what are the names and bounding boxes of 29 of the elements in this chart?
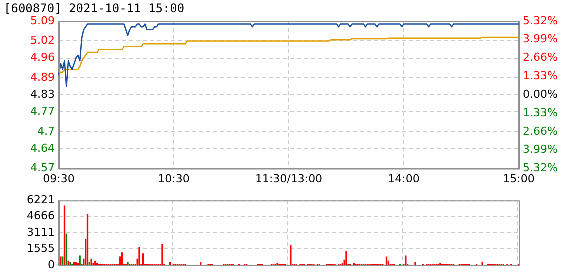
y-tick-label: 4.83 [30,88,55,101]
y-tick-label: 4.64 [30,142,55,155]
y2-tick-label: 0.00% [523,88,558,101]
y-tick-label: 4.89 [30,70,55,84]
y-tick-label: 4.57 [30,162,55,175]
y-tick-label: 4.7 [38,124,55,138]
y-tick-label: 0 [48,258,55,272]
chart-title: [600870] 2021-10-11 15:00 [4,1,185,16]
y2-tick-label: 3.99% [523,32,558,46]
y-tick-label: 5.02 [30,34,55,48]
y-tick-label: 6221 [27,193,55,206]
x-tick-label: 15:00 [503,172,535,186]
y-tick-label: 1555 [27,242,55,256]
y-tick-label: 5.09 [30,14,55,28]
y2-tick-label: 5.32% [523,162,558,175]
y2-tick-label: 1.33% [523,106,558,120]
y2-tick-label: 3.99% [523,143,558,156]
y-tick-label: 4.77 [30,104,55,118]
x-tick-label: 11:30/13:00 [255,172,323,186]
x-tick-label: 14:00 [388,172,420,186]
y-tick-label: 3111 [27,226,55,239]
y2-tick-label: 2.66% [523,51,558,64]
y2-tick-label: 2.66% [523,124,558,138]
y-tick-label: 4666 [27,210,55,223]
x-tick-label: 10:30 [158,172,190,186]
y2-tick-label: 1.33% [523,70,558,83]
y2-tick-label: 5.32% [523,14,558,28]
y-tick-label: 4.96 [30,51,55,64]
x-tick-label: 09:30 [43,172,75,186]
